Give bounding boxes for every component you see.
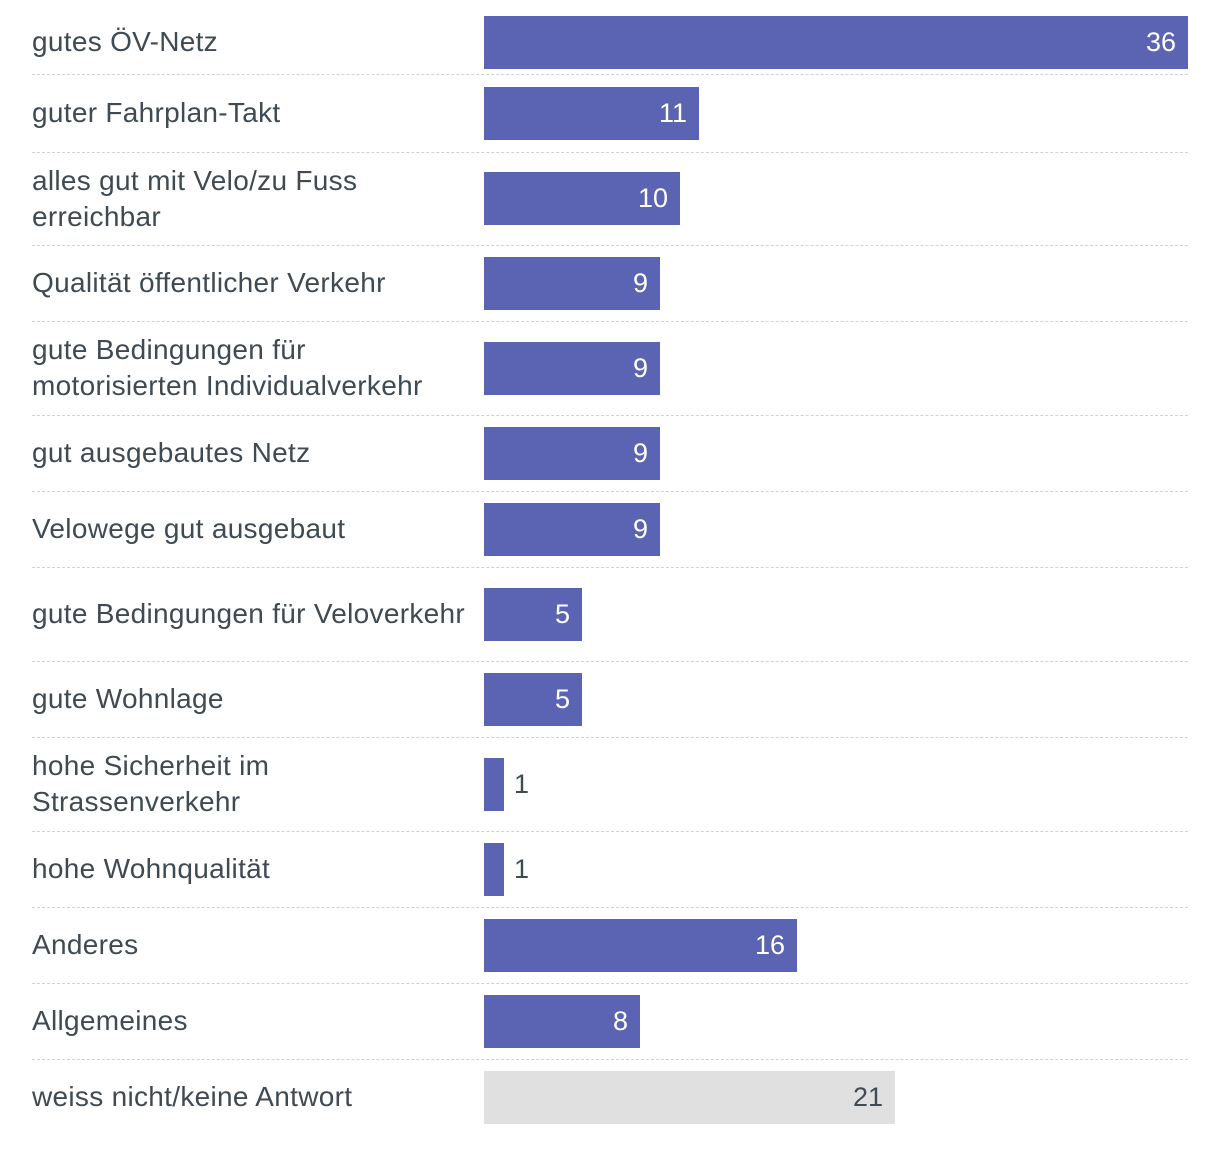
- bar-row: gute Bedingungen für Veloverkehr: [32, 567, 1188, 661]
- category-label: Allgemeines: [32, 1005, 188, 1036]
- category-label: weiss nicht/keine Antwort: [32, 1081, 353, 1112]
- category-label: Qualität öffentlicher Verkehr: [32, 267, 386, 298]
- value-label: 5: [554, 684, 570, 714]
- category-label: Velowege gut ausgebaut: [32, 513, 346, 544]
- row-separator: [32, 737, 1188, 738]
- value-label: 9: [632, 268, 648, 298]
- bar: [484, 257, 660, 310]
- row-separator: [32, 831, 1188, 832]
- bar: [484, 503, 660, 556]
- bar: [484, 427, 660, 480]
- bar-row: Qualität öffentlicher Verkehr: [32, 245, 1188, 321]
- bar-row: weiss nicht/keine Antwort: [32, 1059, 1188, 1135]
- category-label: gut ausgebautes Netz: [32, 437, 311, 468]
- row-separator: [32, 321, 1188, 322]
- bar: [484, 758, 504, 811]
- bar: [484, 172, 680, 225]
- bar: [484, 87, 699, 140]
- category-label: gutes ÖV-Netz: [32, 26, 218, 57]
- row-separator: [32, 907, 1188, 908]
- value-label: 11: [658, 98, 687, 128]
- category-label: gute Wohnlage: [32, 683, 224, 714]
- row-separator: [32, 491, 1188, 492]
- bar-row: gutes ÖV-Netz: [32, 10, 1188, 74]
- row-separator: [32, 245, 1188, 246]
- category-label: gute Bedingungen für motorisierten Indiv…: [32, 334, 423, 401]
- value-label: 16: [754, 930, 785, 960]
- value-label: 36: [1145, 27, 1176, 57]
- value-label: 5: [554, 599, 570, 629]
- value-label: 1: [514, 769, 530, 799]
- category-label: Anderes: [32, 929, 139, 960]
- bar-row: gut ausgebautes Netz: [32, 415, 1188, 491]
- bar-row: Velowege gut ausgebaut: [32, 491, 1188, 567]
- value-label: 8: [612, 1006, 628, 1036]
- bar-row: alles gut mit Velo/zu Fuss erreichbar: [32, 152, 1188, 245]
- bar-row: hohe Sicherheit im Strassenverkehr: [32, 737, 1188, 831]
- category-label: gute Bedingungen für Veloverkehr: [32, 598, 466, 629]
- bar-row: hohe Wohnqualität: [32, 831, 1188, 907]
- row-separator: [32, 74, 1188, 75]
- row-separator: [32, 983, 1188, 984]
- row-separator: [32, 567, 1188, 568]
- row-separator: [32, 661, 1188, 662]
- bar-row: gute Bedingungen für motorisierten Indiv…: [32, 321, 1188, 415]
- bar: [484, 673, 582, 726]
- value-label: 9: [632, 438, 648, 468]
- value-label: 9: [632, 353, 648, 383]
- bar-row: Anderes: [32, 907, 1188, 983]
- bar-row: guter Fahrplan-Takt: [32, 74, 1188, 152]
- value-label: 1: [514, 854, 530, 884]
- category-label: alles gut mit Velo/zu Fuss erreichbar: [32, 164, 358, 232]
- bar: [484, 16, 1188, 69]
- value-label: 9: [632, 514, 648, 544]
- category-label: guter Fahrplan-Takt: [32, 97, 281, 128]
- row-separator: [32, 415, 1188, 416]
- bar: [484, 342, 660, 395]
- value-label: 21: [852, 1082, 883, 1112]
- category-label: hohe Wohnqualität: [32, 853, 271, 884]
- category-label: hohe Sicherheit im Strassenverkehr: [32, 750, 270, 817]
- row-separator: [32, 1059, 1188, 1060]
- bar-row: Allgemeines: [32, 983, 1188, 1059]
- bar: [484, 919, 797, 972]
- bar: [484, 995, 640, 1048]
- bar-row: gute Wohnlage: [32, 661, 1188, 737]
- row-separator: [32, 152, 1188, 153]
- bar: [484, 843, 504, 896]
- bar: [484, 1071, 895, 1124]
- bar: [484, 588, 582, 641]
- value-label: 10: [637, 183, 668, 213]
